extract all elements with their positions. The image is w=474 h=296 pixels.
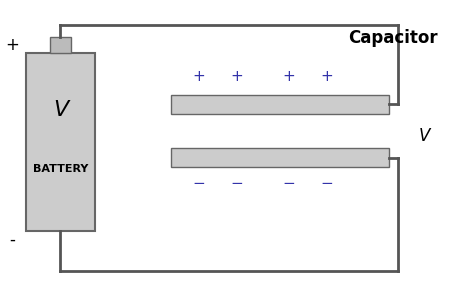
Text: -: - [9,231,15,249]
Bar [50,37,71,53]
Text: Capacitor: Capacitor [348,30,438,47]
Bar [171,95,389,114]
Text: −: − [283,176,295,191]
Text: V: V [53,100,68,120]
Text: −: − [231,176,243,191]
Text: −: − [193,176,205,191]
Text: V: V [419,127,430,145]
Text: +: + [321,70,333,84]
Text: −: − [321,176,333,191]
Text: +: + [193,70,205,84]
Bar [171,148,389,167]
Text: +: + [5,36,19,54]
Text: +: + [283,70,295,84]
Bar [26,53,95,231]
Text: BATTERY: BATTERY [33,164,88,174]
Text: +: + [231,70,243,84]
